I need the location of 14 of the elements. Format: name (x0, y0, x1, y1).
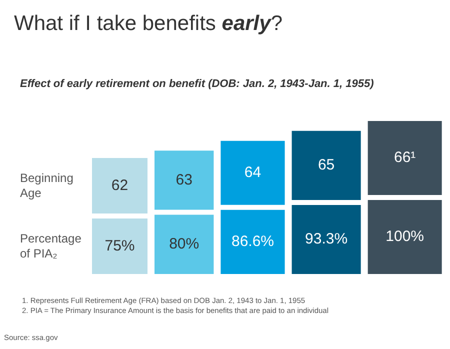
category-label: 64 (244, 164, 262, 182)
text: What if I take benefits early? (14, 12, 282, 36)
category-label: 63 (176, 171, 192, 188)
text: Effect of early retirement on benefit (DOB: Jan. 2, 1943-Jan. 1, 1955) (20, 78, 374, 90)
data-label: 75% (104, 237, 135, 254)
category-label: 62 (111, 176, 128, 194)
data-label: 100% (386, 228, 424, 246)
data-label: 86.6% (231, 233, 274, 250)
category-label: 66¹ (394, 149, 416, 166)
data-label: 80% (169, 236, 200, 253)
category-label: Percentage of PIA₂ (20, 232, 82, 261)
category-label: 65 (318, 156, 335, 174)
category-label: Beginning Age (20, 171, 74, 200)
data-label: 93.3% (305, 230, 348, 248)
